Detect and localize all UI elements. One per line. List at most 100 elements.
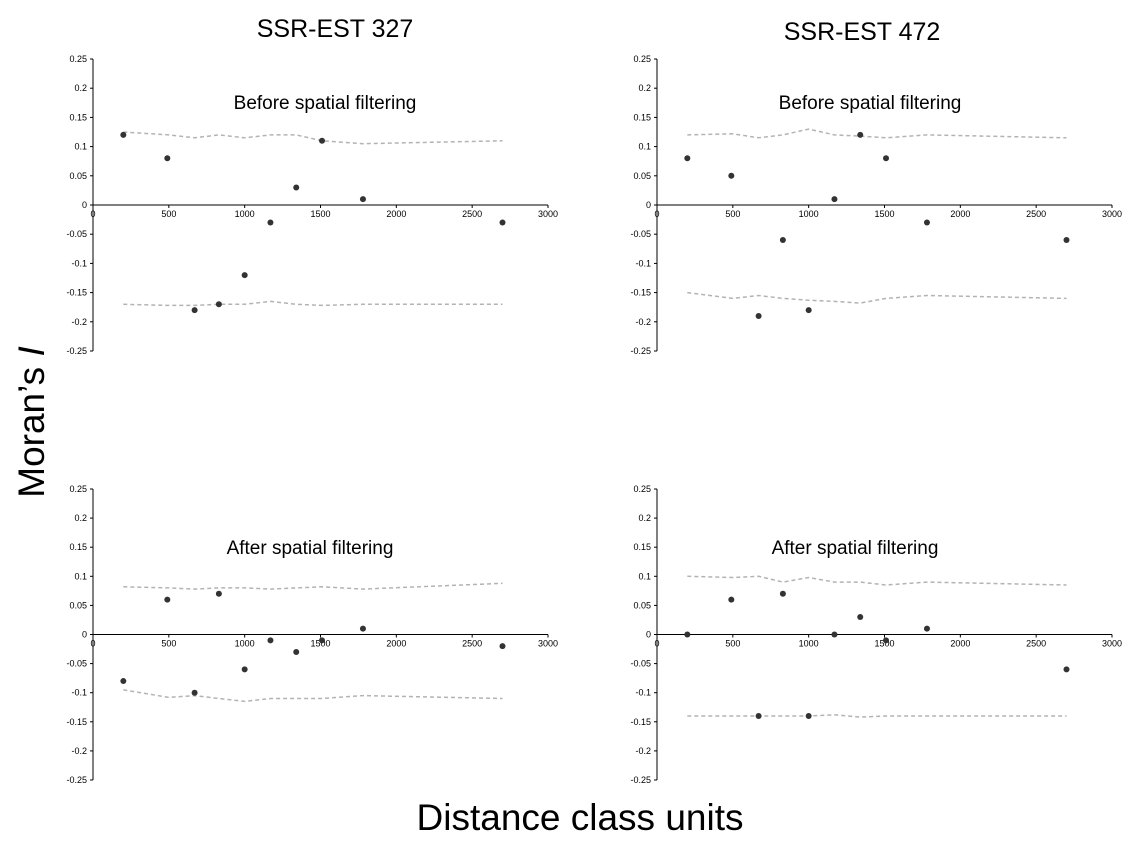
- data-point: [241, 666, 248, 673]
- y-tick-label: -0.15: [66, 717, 87, 727]
- data-point: [857, 614, 864, 621]
- y-tick-label: -0.1: [71, 258, 87, 268]
- lower-envelope-line: [687, 714, 1067, 718]
- x-tick-label: 1500: [310, 639, 330, 649]
- x-tick-label: 2000: [950, 639, 970, 649]
- y-tick-label: -0.05: [66, 229, 87, 239]
- data-point: [923, 219, 930, 226]
- data-point: [805, 307, 812, 314]
- data-point: [164, 596, 171, 603]
- data-point: [499, 643, 506, 650]
- y-tick-label: 0.2: [638, 83, 651, 93]
- data-point: [831, 631, 838, 638]
- data-point: [191, 689, 198, 696]
- x-tick-label: 1000: [235, 639, 255, 649]
- x-axis-label: Distance class units: [417, 797, 744, 838]
- y-tick-label: 0.15: [633, 542, 651, 552]
- panel-1: 0.250.20.150.10.050-0.05-0.1-0.15-0.2-0.…: [66, 15, 558, 356]
- data-point: [755, 712, 762, 719]
- y-tick-label: -0.05: [66, 659, 87, 669]
- data-point: [359, 196, 366, 203]
- y-tick-label: 0.2: [638, 513, 651, 523]
- data-point: [359, 625, 366, 632]
- x-tick-label: 500: [725, 639, 740, 649]
- y-tick-label: 0.25: [633, 54, 651, 64]
- y-tick-label: -0.1: [71, 688, 87, 698]
- data-point: [215, 590, 222, 597]
- data-point: [120, 678, 127, 685]
- upper-envelope-line: [123, 582, 503, 590]
- panel-title: SSR-EST 327: [257, 15, 414, 43]
- y-tick-label: -0.25: [630, 346, 651, 356]
- data-point: [120, 131, 127, 138]
- y-tick-label: 0: [82, 200, 87, 210]
- panel-title: SSR-EST 472: [784, 18, 941, 46]
- x-tick-label: 1000: [799, 639, 819, 649]
- data-point: [293, 648, 300, 655]
- data-point: [1063, 237, 1070, 244]
- y-axis-label: Moran’s I: [11, 346, 52, 498]
- y-tick-label: 0.2: [74, 513, 87, 523]
- x-tick-label: 2500: [1026, 209, 1046, 219]
- x-tick-label: 1000: [235, 209, 255, 219]
- x-tick-label: 500: [161, 639, 176, 649]
- lower-envelope-line: [123, 689, 503, 703]
- y-tick-label: -0.05: [630, 659, 651, 669]
- y-tick-label: 0: [82, 630, 87, 640]
- x-tick-label: 0: [90, 639, 95, 649]
- data-point: [883, 155, 890, 162]
- x-tick-label: 3000: [538, 639, 558, 649]
- y-tick-label: 0.05: [633, 171, 651, 181]
- y-tick-label: -0.25: [66, 346, 87, 356]
- y-tick-label: 0.05: [633, 600, 651, 610]
- y-tick-label: 0.05: [69, 600, 87, 610]
- data-point: [831, 196, 838, 203]
- x-tick-label: 1500: [310, 209, 330, 219]
- x-tick-label: 2500: [462, 639, 482, 649]
- y-axis-label-text: Moran’s: [11, 357, 52, 498]
- data-point: [728, 596, 735, 603]
- upper-envelope-line: [687, 575, 1067, 586]
- y-tick-label: -0.2: [635, 746, 651, 756]
- data-point: [164, 155, 171, 162]
- x-tick-label: 2000: [950, 209, 970, 219]
- y-tick-label: 0.1: [74, 142, 87, 152]
- y-tick-label: -0.2: [71, 317, 87, 327]
- x-tick-label: 3000: [538, 209, 558, 219]
- x-tick-label: 2500: [1026, 639, 1046, 649]
- y-tick-label: 0.1: [638, 142, 651, 152]
- x-tick-label: 3000: [1102, 209, 1122, 219]
- data-point: [755, 312, 762, 319]
- y-tick-label: -0.15: [66, 288, 87, 298]
- x-tick-label: 0: [90, 209, 95, 219]
- data-point: [293, 184, 300, 191]
- y-tick-label: 0: [646, 200, 651, 210]
- y-tick-label: 0: [646, 630, 651, 640]
- y-tick-label: -0.1: [635, 258, 651, 268]
- y-tick-label: -0.25: [630, 775, 651, 785]
- data-point: [779, 590, 786, 597]
- upper-envelope-line: [687, 128, 1067, 139]
- x-tick-label: 0: [654, 639, 659, 649]
- y-tick-label: 0.15: [633, 112, 651, 122]
- panel-2: 0.250.20.150.10.050-0.05-0.1-0.15-0.2-0.…: [630, 18, 1122, 356]
- panel-annotation: Before spatial filtering: [234, 93, 417, 114]
- y-tick-label: 0.25: [69, 484, 87, 494]
- data-point: [499, 219, 506, 226]
- panel-4: 0.250.20.150.10.050-0.05-0.1-0.15-0.2-0.…: [630, 484, 1122, 785]
- y-tick-label: -0.25: [66, 775, 87, 785]
- x-tick-label: 1500: [874, 209, 894, 219]
- y-tick-label: -0.05: [630, 229, 651, 239]
- data-point: [883, 637, 890, 644]
- x-tick-label: 2000: [386, 209, 406, 219]
- data-point: [779, 237, 786, 244]
- data-point: [267, 637, 274, 644]
- data-point: [267, 219, 274, 226]
- panel-annotation: Before spatial filtering: [779, 93, 962, 114]
- data-point: [923, 625, 930, 632]
- x-tick-label: 1500: [874, 639, 894, 649]
- y-tick-label: 0.15: [69, 542, 87, 552]
- y-tick-label: -0.15: [630, 288, 651, 298]
- data-point: [728, 172, 735, 179]
